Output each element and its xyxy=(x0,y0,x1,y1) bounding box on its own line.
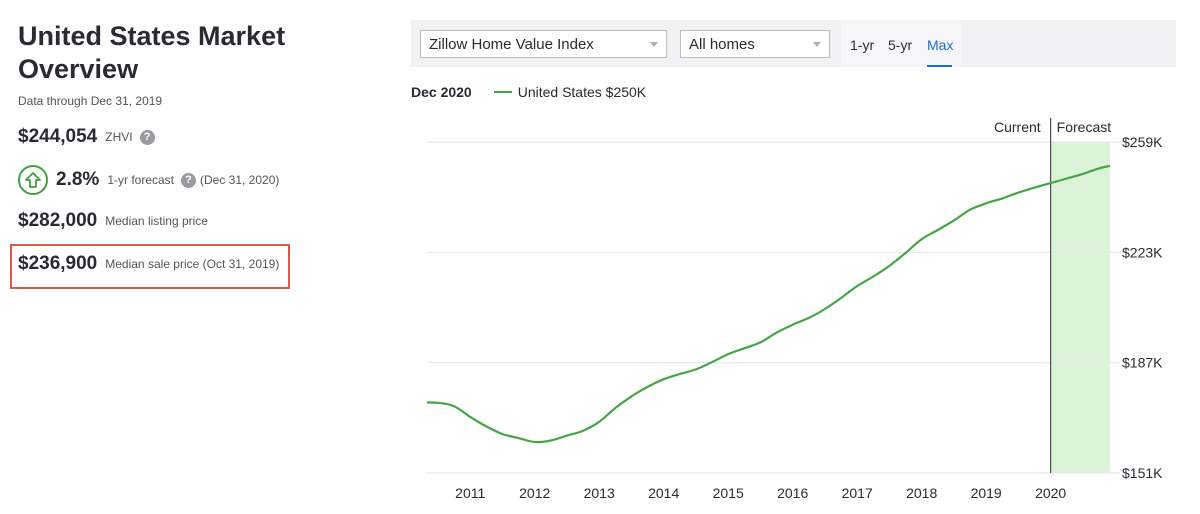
home-type-select-value: All homes xyxy=(689,36,755,53)
legend-swatch xyxy=(493,91,512,93)
range-tabs xyxy=(841,20,961,67)
metric-select[interactable]: Zillow Home Value Index xyxy=(420,30,667,58)
forecast-date: (Dec 31, 2020) xyxy=(200,173,280,187)
help-icon[interactable]: ? xyxy=(181,172,196,188)
help-icon[interactable]: ? xyxy=(139,129,155,145)
highlight-box xyxy=(10,244,290,289)
page-title: United States Market Overview xyxy=(18,21,286,84)
market-overview-panel: United States Market Overview Data throu… xyxy=(18,20,318,108)
listing-price-stat: $282,000 Median listing price xyxy=(18,210,208,232)
current-label: Current xyxy=(994,119,1041,135)
sale-price-label: Median sale price (Oct 31, 2019) xyxy=(105,257,280,271)
listing-price-label: Median listing price xyxy=(105,214,208,228)
x-tick-label: 2016 xyxy=(777,485,808,501)
forecast-stat: 2.8% 1-yr forecast ? (Dec 31, 2020) xyxy=(18,165,279,195)
x-tick-label: 2014 xyxy=(648,485,679,501)
chart-toolbar: Zillow Home Value Index All homes 1-yr 5… xyxy=(411,20,1176,67)
y-tick-label: $151K xyxy=(1122,465,1163,481)
x-axis: 2011 2012 2013 2014 2015 2016 2017 2018 2019 2020 xyxy=(455,485,1066,501)
y-tick-label: $187K xyxy=(1122,355,1163,371)
zhvi-stat: $244,054 ZHVI ? xyxy=(18,126,155,148)
range-max-tab[interactable]: Max xyxy=(927,37,954,53)
arrow-up-icon xyxy=(18,165,48,195)
data-through-date: Data through Dec 31, 2019 xyxy=(18,94,163,108)
y-tick-label: $223K xyxy=(1122,244,1163,260)
home-type-select[interactable]: All homes xyxy=(680,30,830,58)
x-tick-label: 2015 xyxy=(713,485,744,501)
x-tick-label: 2012 xyxy=(519,485,550,501)
forecast-label: 1-yr forecast xyxy=(107,173,174,187)
legend-date: Dec 2020 xyxy=(411,84,472,100)
sale-price-stat: $236,900 Median sale price (Oct 31, 2019… xyxy=(18,253,279,275)
x-tick-label: 2020 xyxy=(1035,485,1066,501)
y-axis: $151K $187K $223K $259K xyxy=(1122,134,1163,481)
forecast-label: Forecast xyxy=(1057,119,1112,135)
metric-select-value: Zillow Home Value Index xyxy=(429,36,594,53)
x-tick-label: 2018 xyxy=(906,485,937,501)
forecast-region xyxy=(1050,142,1110,473)
legend-series-label: United States $250K xyxy=(517,84,647,100)
chevron-down-icon xyxy=(650,42,658,47)
x-tick-label: 2017 xyxy=(842,485,873,501)
x-tick-label: 2013 xyxy=(584,485,615,501)
chart-legend: Dec 2020 United States $250K xyxy=(411,84,646,100)
sale-price-value: $236,900 xyxy=(18,253,98,274)
y-tick-label: $259K xyxy=(1122,134,1163,150)
zhvi-label: ZHVI xyxy=(105,130,133,144)
active-tab-indicator xyxy=(927,65,952,67)
gridlines xyxy=(427,141,1120,474)
series-line-united-states xyxy=(426,164,1111,444)
zhvi-value: $244,054 xyxy=(18,126,98,147)
chevron-down-icon xyxy=(813,42,821,47)
x-tick-label: 2011 xyxy=(455,485,485,501)
x-tick-label: 2019 xyxy=(971,485,1002,501)
listing-price-value: $282,000 xyxy=(18,210,98,231)
range-1yr-tab[interactable]: 1-yr xyxy=(850,37,875,53)
forecast-value: 2.8% xyxy=(56,169,100,190)
range-5yr-tab[interactable]: 5-yr xyxy=(888,37,913,53)
